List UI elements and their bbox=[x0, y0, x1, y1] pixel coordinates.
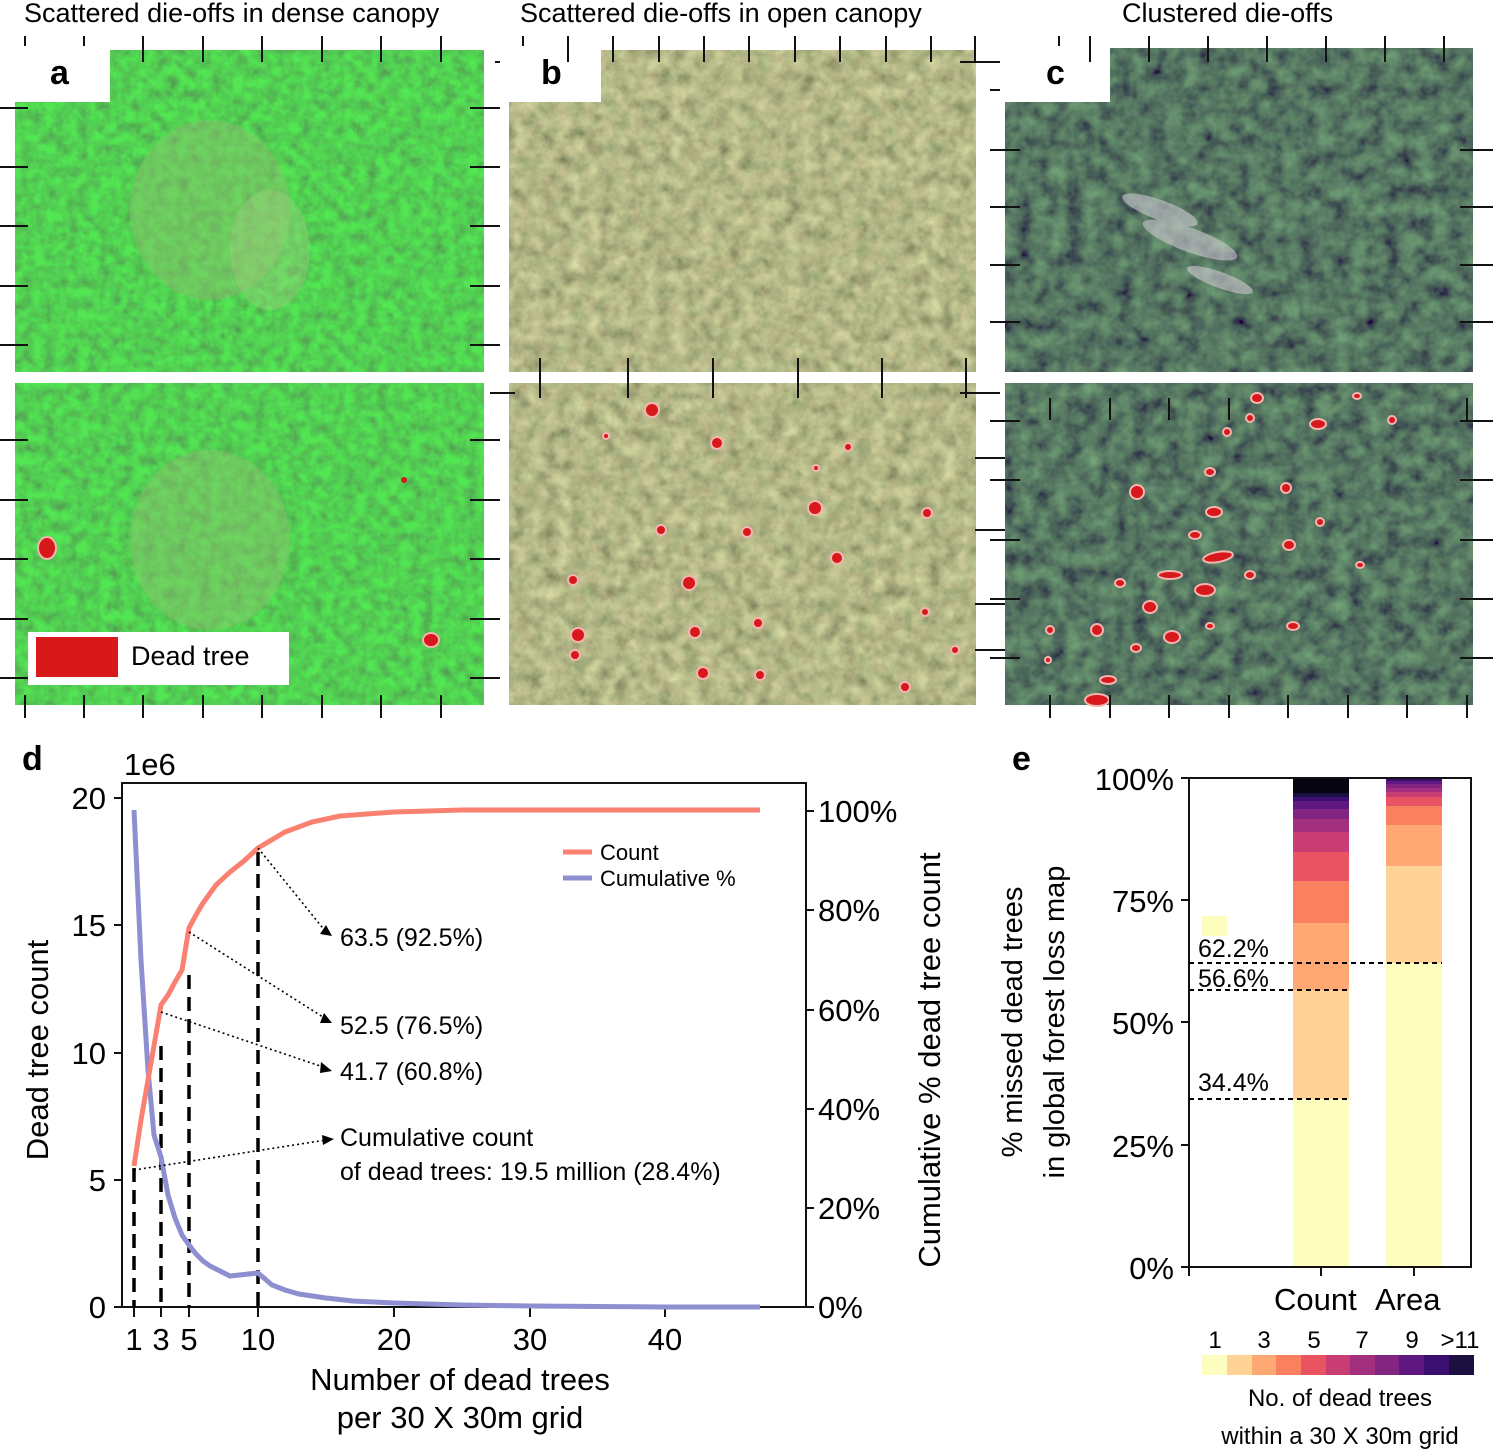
svg-text:0%: 0% bbox=[818, 1290, 863, 1325]
svg-text:Count: Count bbox=[600, 840, 659, 865]
y-axis-right-label: Cumulative % dead tree count bbox=[912, 852, 947, 1268]
x-axis-label-line1: Number of dead trees bbox=[310, 1362, 610, 1397]
svg-text:>11: >11 bbox=[1441, 1327, 1480, 1354]
ytick-5: 5 bbox=[89, 1163, 106, 1198]
threshold-dashed-lines bbox=[132, 852, 260, 1307]
panel-b-title: Scattered die-offs in open canopy bbox=[520, 0, 922, 28]
y-axis-label-e-line2: in global forest loss map bbox=[1039, 866, 1071, 1179]
panel-a-top-image bbox=[15, 50, 484, 372]
svg-text:10: 10 bbox=[241, 1322, 275, 1357]
chart-legend: Count Cumulative % bbox=[563, 840, 736, 891]
svg-text:0%: 0% bbox=[1129, 1251, 1174, 1286]
colorbar bbox=[1202, 916, 1227, 936]
stacked-bar-chart: 100% 75% 50% 25% 0% 62.2% 56.6% 34.4% Coun… bbox=[997, 762, 1472, 1317]
panel-c-letter: c bbox=[1046, 54, 1065, 92]
category-area: Area bbox=[1375, 1282, 1441, 1317]
image-frame-ticks bbox=[0, 36, 1493, 718]
svg-text:7: 7 bbox=[1355, 1327, 1368, 1354]
colorbar-legend: 1 3 5 7 9 >11 No. of dead trees within a 30 … bbox=[1202, 1327, 1480, 1450]
svg-text:60%: 60% bbox=[818, 993, 880, 1028]
ref-label-62: 62.2% bbox=[1198, 935, 1269, 963]
panel-a-title: Scattered die-offs in dense canopy bbox=[24, 0, 440, 28]
svg-text:30: 30 bbox=[513, 1322, 547, 1357]
svg-text:9: 9 bbox=[1405, 1327, 1418, 1354]
ref-label-56: 56.6% bbox=[1198, 965, 1269, 993]
dead-tree-marker bbox=[401, 477, 407, 483]
plot-frame bbox=[121, 782, 807, 1308]
ytick-15: 15 bbox=[72, 908, 106, 943]
svg-text:100%: 100% bbox=[818, 794, 897, 829]
dead-tree-legend: Dead tree bbox=[28, 632, 289, 685]
annotation-10: 63.5 (92.5%) bbox=[340, 924, 483, 952]
svg-text:5: 5 bbox=[180, 1322, 197, 1357]
colorbar-title-line1: No. of dead trees bbox=[1248, 1385, 1432, 1412]
ytick-10: 10 bbox=[72, 1036, 106, 1071]
dead-tree-markers bbox=[1044, 392, 1397, 707]
dead-tree-marker bbox=[422, 632, 440, 648]
panel-b-letter: b bbox=[541, 54, 562, 92]
cumulative-series-line bbox=[131, 809, 760, 1310]
svg-text:5: 5 bbox=[1307, 1327, 1320, 1354]
dead-tree-label: Dead tree bbox=[131, 641, 250, 671]
svg-text:40%: 40% bbox=[818, 1092, 880, 1127]
panel-b-top-image bbox=[509, 50, 976, 372]
svg-text:75%: 75% bbox=[1112, 884, 1174, 919]
panel-c-title: Clustered die-offs bbox=[1122, 0, 1334, 28]
annotation-5: 52.5 (76.5%) bbox=[340, 1012, 483, 1040]
svg-text:25%: 25% bbox=[1112, 1129, 1174, 1164]
y-offset-label: 1e6 bbox=[124, 747, 176, 782]
annotation-3: 41.7 (60.8%) bbox=[340, 1058, 483, 1086]
svg-text:50%: 50% bbox=[1112, 1006, 1174, 1041]
ytick-0: 0 bbox=[89, 1290, 106, 1325]
panel-b-bottom-image bbox=[509, 383, 976, 705]
svg-text:1: 1 bbox=[1208, 1327, 1221, 1354]
x-axis-label-line2: per 30 X 30m grid bbox=[337, 1400, 583, 1435]
svg-text:100%: 100% bbox=[1095, 762, 1174, 797]
bar-area bbox=[1386, 778, 1442, 1267]
y-axis-label: Dead tree count bbox=[20, 939, 55, 1160]
panel-e-letter: e bbox=[1012, 740, 1031, 778]
annotation-1-line1: Cumulative count bbox=[340, 1124, 533, 1152]
category-count: Count bbox=[1274, 1282, 1357, 1317]
svg-text:1: 1 bbox=[125, 1322, 142, 1357]
svg-text:3: 3 bbox=[152, 1322, 169, 1357]
dead-tree-markers bbox=[567, 402, 960, 693]
aerial-image-panels bbox=[0, 36, 1493, 718]
svg-text:20%: 20% bbox=[818, 1191, 880, 1226]
svg-text:3: 3 bbox=[1257, 1327, 1270, 1354]
count-series-line bbox=[131, 807, 760, 1167]
ref-label-34: 34.4% bbox=[1198, 1069, 1269, 1097]
annotation-1-line2: of dead trees: 19.5 million (28.4%) bbox=[340, 1158, 721, 1186]
panel-d-letter: d bbox=[22, 740, 43, 778]
dead-tree-swatch bbox=[36, 637, 118, 677]
panel-a-letter: a bbox=[50, 54, 69, 92]
bar-count bbox=[1293, 778, 1349, 1267]
y-axis-label-e-line1: % missed dead trees bbox=[997, 887, 1029, 1158]
ytick-20: 20 bbox=[72, 781, 106, 816]
dead-tree-marker bbox=[37, 536, 57, 560]
svg-text:40: 40 bbox=[648, 1322, 682, 1357]
panel-c-bottom-image bbox=[1005, 383, 1473, 707]
svg-text:Cumulative %: Cumulative % bbox=[600, 866, 736, 891]
svg-text:20: 20 bbox=[377, 1322, 411, 1357]
svg-text:80%: 80% bbox=[818, 893, 880, 928]
colorbar-title-line2: within a 30 X 30m grid bbox=[1220, 1423, 1458, 1450]
